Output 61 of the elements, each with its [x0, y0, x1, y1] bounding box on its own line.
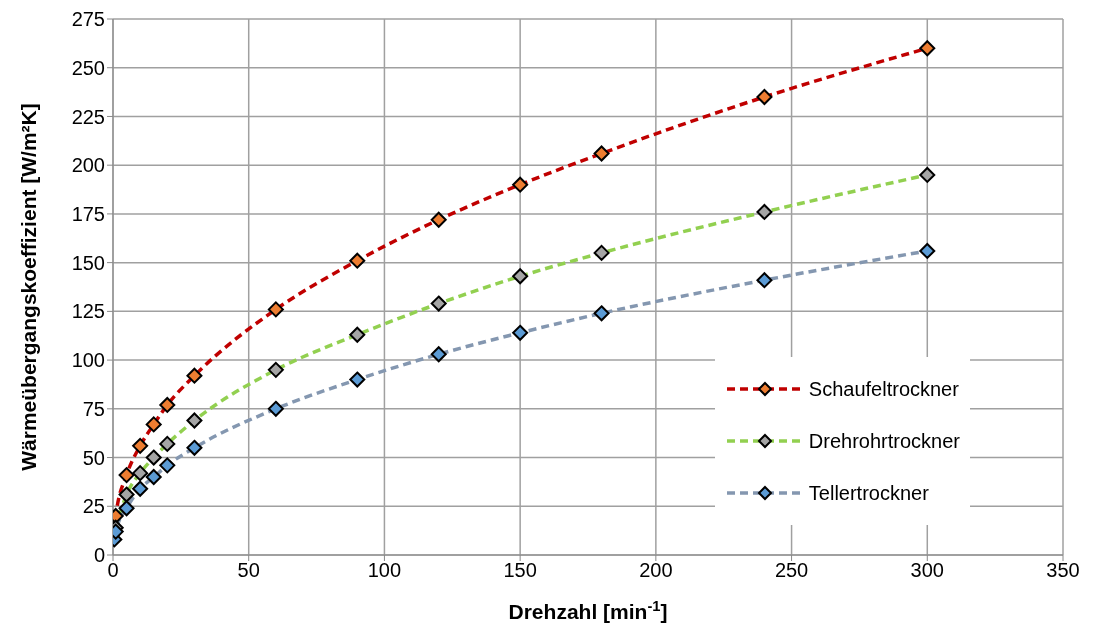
point	[132, 480, 149, 497]
x-tick-label: 250	[774, 559, 809, 582]
point	[512, 268, 529, 285]
y-tick-label: 175	[71, 203, 105, 226]
x-tick-label: 100	[367, 559, 402, 582]
point	[593, 305, 610, 322]
point	[756, 272, 773, 289]
point	[118, 500, 135, 517]
y-tick-label: 275	[71, 8, 105, 31]
point	[512, 176, 529, 193]
y-tick-label: 250	[71, 56, 105, 79]
y-tick-label: 0	[93, 544, 105, 567]
point	[118, 467, 135, 484]
x-tick-label: 350	[1046, 559, 1080, 582]
point	[159, 435, 176, 452]
point	[186, 412, 203, 429]
y-tick-label: 150	[71, 251, 105, 274]
point	[919, 242, 936, 259]
point	[145, 416, 162, 433]
point	[430, 346, 447, 363]
x-tick-label: 150	[503, 559, 537, 582]
y-tick-label: 100	[71, 349, 105, 372]
point	[430, 295, 447, 312]
point	[159, 457, 176, 474]
point	[756, 88, 773, 105]
point	[186, 367, 203, 384]
y-tick-label: 25	[82, 495, 105, 518]
point	[349, 371, 366, 388]
y-tick-label: 75	[82, 397, 105, 420]
x-tick-label: 50	[237, 559, 260, 582]
point	[349, 326, 366, 343]
legend-label: Drehrohrtrockner	[808, 429, 960, 453]
point	[512, 324, 529, 341]
point	[159, 396, 176, 413]
point	[919, 166, 936, 183]
y-axis-title: Wärmeübergangskoeffizient [W/m²K]	[17, 103, 40, 471]
y-tick-label: 225	[71, 105, 105, 128]
point	[593, 244, 610, 261]
x-tick-label: 200	[639, 559, 673, 582]
point	[593, 145, 610, 162]
legend-label: Tellertrockner	[808, 481, 929, 505]
x-tick-label: 300	[910, 559, 944, 582]
point	[132, 465, 149, 482]
point	[132, 437, 149, 454]
y-tick-label: 200	[71, 154, 105, 177]
point	[118, 486, 135, 503]
legend-label: Schaufeltrockner	[808, 377, 959, 401]
point	[186, 439, 203, 456]
point	[145, 469, 162, 486]
point	[919, 40, 936, 57]
point	[430, 211, 447, 228]
x-tick-label: 0	[107, 559, 119, 582]
point	[267, 301, 284, 318]
point	[267, 361, 284, 378]
point	[756, 203, 773, 220]
x-axis-title: Drehzahl [min$^{-1}$]	[508, 598, 668, 623]
point	[349, 252, 366, 269]
y-tick-label: 50	[82, 446, 105, 469]
y-tick-label: 125	[71, 300, 105, 323]
point	[267, 400, 284, 417]
point	[145, 449, 162, 466]
